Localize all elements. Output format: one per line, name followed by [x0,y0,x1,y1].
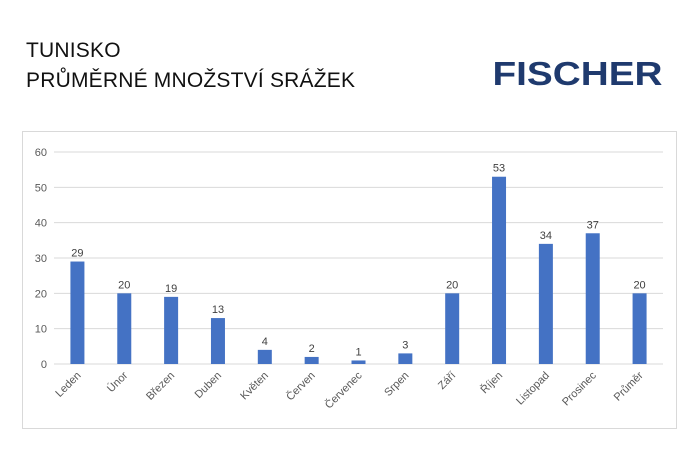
x-tick-label: Říjen [478,369,505,396]
data-label: 1 [355,346,361,358]
bar [538,243,553,364]
y-tick-label: 10 [35,324,47,336]
y-tick-label: 0 [41,359,47,371]
bar [492,176,507,364]
gridlines [54,151,663,365]
x-tick-label: Prosinec [560,369,599,408]
bar [445,293,460,364]
chart-area: 0 10 20 30 40 50 60 29 20 19 13 4 2 1 3 20 53 34 37 20 Led… [22,131,677,429]
x-tick-label: Únor [104,369,130,395]
x-tick-label: Listopad [514,370,552,408]
data-label: 13 [212,304,224,316]
y-tick-label: 40 [35,218,47,230]
bar [304,356,319,364]
y-tick-label: 60 [35,147,47,159]
bar [210,318,225,364]
y-tick-label: 30 [35,253,47,265]
logo-text: FISCHER [493,55,663,91]
x-tick-label: Květen [238,370,271,403]
bar [257,349,272,364]
data-label: 20 [446,279,458,291]
data-label: 37 [587,219,599,231]
data-label: 19 [165,283,177,295]
data-label: 20 [118,279,130,291]
y-tick-label: 50 [35,182,47,194]
fischer-logo: FISCHER [493,55,663,91]
x-tick-label: Červen [284,369,318,403]
bar [351,360,366,364]
x-tick-label: Srpen [382,370,411,399]
y-tick-label: 20 [35,288,47,300]
data-label: 2 [309,343,315,355]
x-axis-ticks: Leden Únor Březen Duben Květen Červen Červenec… [53,369,646,412]
x-tick-label: Září [436,370,458,392]
bar [632,293,647,364]
data-label: 34 [540,230,552,242]
x-tick-label: Červenec [322,369,365,412]
data-label: 29 [71,248,83,260]
data-label: 4 [262,336,268,348]
y-axis-ticks: 0 10 20 30 40 50 60 [35,147,47,371]
data-label: 20 [633,279,645,291]
bar [585,233,600,364]
bar [398,353,413,364]
data-label: 53 [493,163,505,175]
chart-title: TUNISKO PRŮMĚRNÉ MNOŽSTVÍ SRÁŽEK [26,36,355,96]
data-label: 3 [402,339,408,351]
x-tick-label: Březen [144,370,177,403]
bar [70,261,85,364]
title-subtitle: PRŮMĚRNÉ MNOŽSTVÍ SRÁŽEK [26,69,356,92]
title-country: TUNISKO [26,39,121,62]
bar [164,296,179,364]
x-tick-label: Leden [53,370,83,400]
bar [117,293,132,364]
x-tick-label: Průměr [612,369,646,403]
bars [70,176,647,364]
x-tick-label: Duben [193,370,224,401]
